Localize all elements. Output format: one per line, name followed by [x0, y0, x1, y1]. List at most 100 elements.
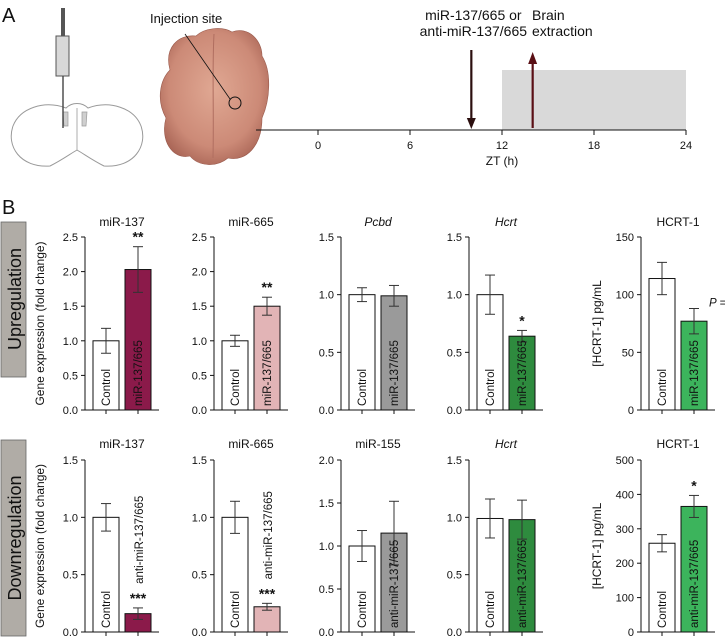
y-tick-label: 0.5	[319, 347, 334, 359]
significance-annotation: **	[262, 279, 273, 295]
chart-1-3: Hcrt 0.0 0.5 1.0 1.5 Control anti-miR-137/665	[447, 437, 543, 638]
y-tick-label: 100	[616, 593, 634, 605]
bar-category-label: anti-miR-137/665	[389, 540, 401, 628]
chart-1-1: miR-665 0.0 0.5 1.0 1.5 Control *** anti-miR-13…	[192, 437, 288, 638]
injection-site-label: Injection site	[150, 11, 222, 26]
chart-title: miR-137	[99, 215, 145, 229]
y-tick-label: 400	[616, 489, 634, 501]
y-tick-label: 0.0	[447, 405, 462, 417]
injection-site-pointer	[184, 33, 231, 100]
brain-photo: Injection site	[150, 11, 270, 165]
bar-category-label: anti-miR-137/665	[517, 540, 529, 628]
y-tick-label: 0.0	[63, 627, 78, 638]
panel-b: B Upregulation Downregulation miR-137 0.0…	[0, 197, 725, 638]
significance-annotation: ***	[130, 590, 147, 606]
brain-fissure-icon	[212, 33, 215, 159]
bar	[508, 335, 536, 411]
y-tick-label: 1.5	[447, 455, 462, 467]
panel-a-label: A	[2, 5, 16, 27]
bar-category-label: Control	[230, 369, 242, 406]
row-label-text: Downregulation	[5, 475, 25, 600]
bar	[680, 505, 708, 633]
chart-title: Pcbd	[364, 215, 392, 229]
y-tick-label: 1.5	[192, 301, 207, 313]
bar	[92, 516, 120, 633]
timeline-tick-label: 24	[680, 140, 692, 152]
chart-0-2: Pcbd 0.0 0.5 1.0 1.5 Control miR-137/665	[319, 215, 415, 417]
bar-category-label: anti-miR-137/665	[263, 491, 275, 579]
bar-category-label: miR-137/665	[689, 340, 701, 406]
chart-title: HCRT-1	[656, 215, 699, 229]
y-tick-label: 0.5	[63, 370, 78, 382]
y-tick-label: 50	[622, 347, 634, 359]
y-axis-label: [HCRT-1] pg/mL	[590, 502, 604, 589]
y-tick-label: 1.5	[319, 232, 334, 244]
extraction-arrow-label: Brain	[532, 7, 565, 23]
injection-arrow-label: anti-miR-137/665	[420, 23, 528, 39]
timeline-tick-label: 6	[407, 140, 413, 152]
y-tick-label: 0.0	[192, 627, 207, 638]
significance-annotation: P = 0.06	[709, 298, 725, 310]
chart-1-2: miR-155 0.0 0.5 1.0 1.5 2.0 Control anti-miR-13…	[319, 437, 415, 638]
chart-title: miR-665	[228, 437, 274, 451]
extraction-arrow-label: extraction	[532, 23, 593, 39]
y-tick-label: 0.0	[63, 405, 78, 417]
bar	[648, 542, 676, 633]
y-tick-label: 300	[616, 524, 634, 536]
bar-category-label: miR-137/665	[133, 340, 145, 406]
row-label-box	[0, 221, 27, 378]
bar-category-label: anti-miR-137/665	[689, 540, 701, 628]
brain-photo-icon	[159, 28, 270, 165]
extraction-arrow-head-icon	[528, 52, 538, 64]
y-tick-label: 1.5	[192, 455, 207, 467]
y-tick-label: 2.5	[192, 232, 207, 244]
significance-annotation: *	[691, 477, 697, 493]
chart-1-4: HCRT-1 0 100 200 300 400 500 [HCRT-1] pg/mL Cont…	[590, 437, 715, 638]
y-tick-label: 1.0	[319, 290, 334, 302]
chart-0-3: Hcrt 0.0 0.5 1.0 1.5 Control miR-137/665 *	[447, 215, 543, 417]
bar	[648, 278, 676, 411]
bar	[221, 516, 249, 633]
y-axis-label: Gene expression (fold change)	[33, 464, 47, 628]
y-tick-label: 0.5	[192, 570, 207, 582]
y-tick-label: 0.5	[447, 347, 462, 359]
chart-1-0: miR-137 0.0 0.5 1.0 1.5 Gene expression (fold…	[33, 437, 159, 638]
bar-category-label: miR-137/665	[389, 340, 401, 406]
y-tick-label: 0.5	[447, 570, 462, 582]
timeline-tick-label: 18	[588, 140, 600, 152]
bar-category-label: Control	[357, 591, 369, 628]
bar-category-label: miR-137/665	[517, 340, 529, 406]
y-tick-label: 1.0	[192, 512, 207, 524]
dark-phase-shade	[502, 70, 686, 130]
injection-arrow-label: miR-137/665 or	[425, 7, 522, 23]
bar-category-label: miR-137/665	[262, 340, 274, 406]
timeline-tick-label: 0	[315, 140, 321, 152]
chart-title: miR-137	[99, 437, 145, 451]
bar-category-label: Control	[357, 369, 369, 406]
y-tick-label: 1.0	[192, 336, 207, 348]
y-tick-label: 0.5	[63, 570, 78, 582]
significance-annotation: **	[133, 229, 144, 245]
y-axis-label: [HCRT-1] pg/mL	[590, 280, 604, 367]
y-tick-label: 1.5	[63, 301, 78, 313]
y-tick-label: 1.0	[63, 336, 78, 348]
significance-annotation: ***	[259, 585, 276, 601]
chart-title: Hcrt	[495, 437, 518, 451]
bar-category-label: Control	[485, 591, 497, 628]
bar-charts: miR-137 0.0 0.5 1.0 1.5 2.0 2.5 Gene expression…	[33, 215, 725, 638]
y-tick-label: 2.0	[192, 267, 207, 279]
injection-site-marker	[228, 96, 242, 110]
y-tick-label: 0.0	[192, 405, 207, 417]
y-tick-label: 1.5	[447, 232, 462, 244]
y-tick-label: 1.0	[319, 541, 334, 553]
y-tick-label: 0	[628, 627, 634, 638]
panel-b-label: B	[2, 197, 15, 219]
y-tick-label: 0.5	[192, 370, 207, 382]
y-tick-label: 200	[616, 558, 634, 570]
bar-category-label: Control	[657, 369, 669, 406]
row-label-box	[0, 439, 27, 637]
chart-title: Hcrt	[495, 215, 518, 229]
chart-title: miR-155	[355, 437, 401, 451]
brain-section-diagram	[10, 8, 144, 167]
